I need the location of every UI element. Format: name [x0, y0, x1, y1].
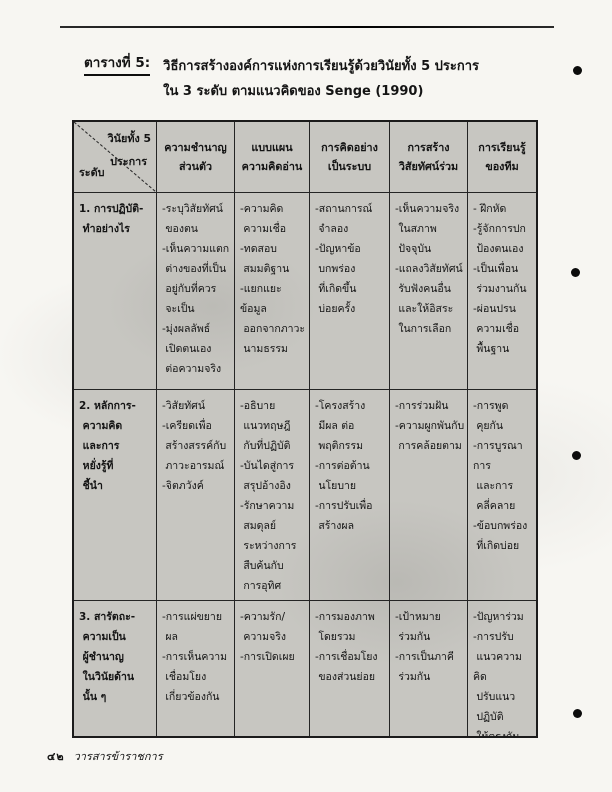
- table-title-text: วิธีการสร้างองค์การแห่งการเรียนรู้ด้วยวิ…: [163, 54, 479, 104]
- table-cell: -ความรัก/ ความจริง -การเปิดเผย: [235, 601, 310, 736]
- footer-journal-title: วารสารข้าราชการ: [73, 750, 163, 763]
- corner-label-level: ระดับ: [79, 166, 105, 179]
- table-title-line-2: ใน 3 ระดับ ตามแนวคิดของ Senge (1990): [163, 84, 424, 99]
- level-cell-row-1: 1. การปฏิบัติ- ทำอย่างไร: [74, 193, 157, 390]
- table-cell: -ปัญหาร่วม -การปรับ แนวความคิด ปรับแนว ป…: [473, 611, 524, 736]
- level-cell-row-2: 2. หลักการ- ความคิด และการ หยั่งรู้ที่ ช…: [74, 390, 157, 601]
- punch-mark: [573, 66, 582, 75]
- punch-mark: [572, 451, 581, 460]
- level-cell-row-3: 3. สารัตถะ- ความเป็น ผู้ชำนาญ ในวินัยด้า…: [74, 601, 157, 736]
- diagonal-divider-line: [74, 122, 156, 192]
- header-cell-shared-vision: การสร้าง วิสัยทัศน์ร่วม: [390, 122, 468, 193]
- table-cell: -การพูด คุยกัน -การบูรณาการ และการ คลี่ค…: [468, 390, 536, 601]
- table-cell: -เห็นความจริง ในสภาพ ปัจจุบัน -แถลงวิสัย…: [390, 193, 468, 390]
- page-footer: ๔๒ วารสารข้าราชการ: [47, 750, 163, 764]
- footer-page-number: ๔๒: [47, 750, 65, 763]
- table-cell: -เป้าหมาย ร่วมกัน -การเป็นภาคี ร่วมกัน: [390, 601, 468, 736]
- table-title-line-1: วิธีการสร้างองค์การแห่งการเรียนรู้ด้วยวิ…: [163, 59, 480, 74]
- header-cell-mental-models: แบบแผน ความคิดอ่าน: [235, 122, 310, 193]
- header-cell-personal-mastery: ความชำนาญ ส่วนตัว: [157, 122, 235, 193]
- corner-label-prakan: ประการ: [110, 155, 147, 168]
- table-cell: -ระบุวิสัยทัศน์ ของตน -เห็นความแตก ต่างข…: [157, 193, 235, 390]
- table-number-label: ตารางที่ 5:: [84, 54, 151, 76]
- table-cell: -การแผ่ขยาย ผล -การเห็นความ เชื่อมโยง เก…: [157, 601, 235, 736]
- table-cell: -ความคิด ความเชื่อ -ทดสอบ สมมติฐาน -แยกแ…: [235, 193, 310, 390]
- header-cell-team-learning: การเรียนรู้ ของทีม: [468, 122, 536, 193]
- table-cell: -สถานการณ์ จำลอง -ปัญหาข้อ บกพร่อง ที่เก…: [310, 193, 390, 390]
- table-cell: - ฝึกหัด -รู้จักการปก ป้องตนเอง -เป็นเพื…: [468, 193, 536, 390]
- table-cell: -อธิบาย แนวทฤษฎี กับที่ปฏิบัติ -บันไดสู่…: [235, 390, 310, 601]
- corner-label-disciplines: วินัยทั้ง 5: [107, 132, 151, 145]
- corner-header-cell: วินัยทั้ง 5 ประการ ระดับ: [74, 122, 157, 193]
- table-cell: -วิสัยทัศน์ -เครียดเพื่อ สร้างสรรค์กับ ภ…: [157, 390, 235, 601]
- punch-mark: [573, 709, 582, 718]
- top-horizontal-rule: [60, 26, 554, 28]
- learning-disciplines-table: วินัยทั้ง 5 ประการ ระดับ ความชำนาญ ส่วนต…: [72, 120, 538, 738]
- header-cell-systems-thinking: การคิดอย่าง เป็นระบบ: [310, 122, 390, 193]
- punch-mark: [571, 268, 580, 277]
- table-title-block: ตารางที่ 5: วิธีการสร้างองค์การแห่งการเร…: [84, 54, 479, 104]
- table-cell: -โครงสร้าง มีผล ต่อ พฤติกรรม -การต่อต้าน…: [310, 390, 390, 601]
- table-cell: -การมองภาพ โดยรวม -การเชื่อมโยง ของส่วนย…: [310, 601, 390, 736]
- table-cell: -การร่วมฝัน -ความผูกพันกับ การคล้อยตาม: [390, 390, 468, 601]
